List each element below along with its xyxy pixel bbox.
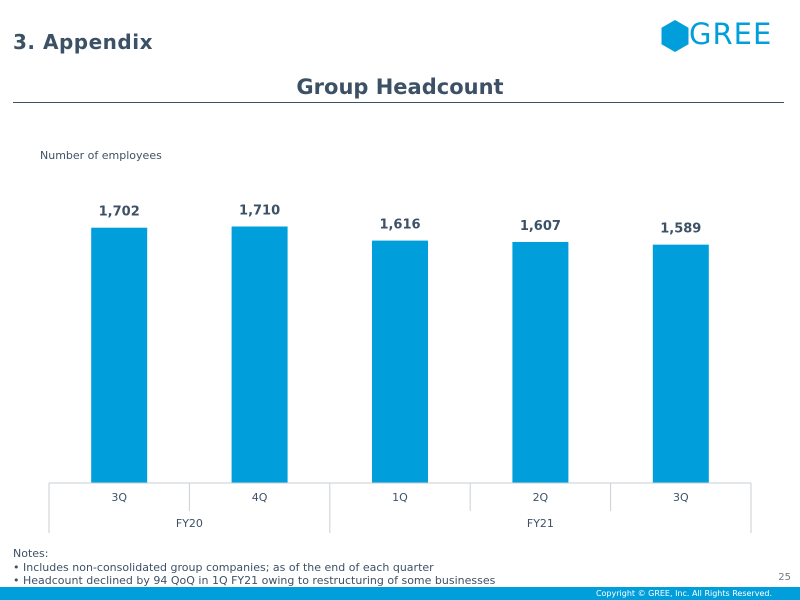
category-label-1: 3Q bbox=[111, 491, 127, 504]
data-label-4: 1,607 bbox=[520, 219, 561, 234]
bar-1 bbox=[91, 227, 148, 483]
page-number: 25 bbox=[778, 572, 791, 583]
data-label-5: 1,589 bbox=[660, 222, 701, 237]
category-label-4: 2Q bbox=[533, 491, 549, 504]
data-label-3: 1,616 bbox=[379, 218, 420, 233]
logo-text: GREE bbox=[689, 17, 773, 51]
note-item-2: • Headcount declined by 94 QoQ in 1Q FY2… bbox=[13, 574, 496, 587]
category-label-3: 1Q bbox=[392, 491, 408, 504]
gree-logo: GREE bbox=[660, 17, 780, 53]
bar-3 bbox=[372, 240, 428, 483]
hexagon-icon bbox=[661, 20, 689, 52]
bar-5 bbox=[652, 244, 709, 483]
note-item-1: • Includes non-consolidated group compan… bbox=[13, 560, 434, 574]
data-label-2: 1,710 bbox=[239, 204, 280, 219]
category-label-2: 4Q bbox=[252, 491, 268, 504]
notes: Notes: • Includes non-consolidated group… bbox=[13, 547, 495, 588]
group-label-fy21: FY21 bbox=[527, 517, 554, 530]
bar-4 bbox=[512, 241, 569, 483]
section-title: 3. Appendix bbox=[13, 30, 153, 54]
page-title: Group Headcount bbox=[296, 75, 504, 99]
y-axis-label: Number of employees bbox=[40, 149, 162, 162]
title-divider bbox=[13, 102, 784, 103]
group-label-fy20: FY20 bbox=[176, 517, 203, 530]
footer-bar: Copyright © GREE, Inc. All Rights Reserv… bbox=[0, 587, 800, 600]
copyright-text: Copyright © GREE, Inc. All Rights Reserv… bbox=[595, 589, 772, 598]
notes-heading: Notes: bbox=[13, 547, 49, 560]
bar-2 bbox=[231, 226, 288, 483]
data-label-1: 1,702 bbox=[99, 205, 140, 220]
category-label-5: 3Q bbox=[673, 491, 689, 504]
